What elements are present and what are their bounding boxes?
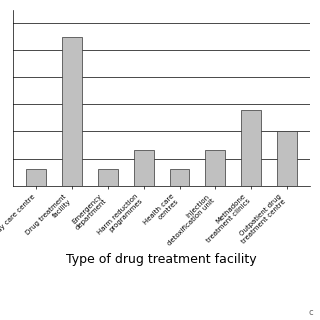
Bar	[277, 132, 297, 186]
Bar	[26, 169, 46, 186]
Bar	[98, 169, 118, 186]
Bar	[134, 150, 154, 186]
Bar	[205, 150, 225, 186]
Bar	[170, 169, 189, 186]
Bar	[62, 37, 82, 186]
Text: c: c	[309, 308, 314, 317]
X-axis label: Type of drug treatment facility: Type of drug treatment facility	[66, 252, 257, 266]
Bar	[241, 110, 261, 186]
